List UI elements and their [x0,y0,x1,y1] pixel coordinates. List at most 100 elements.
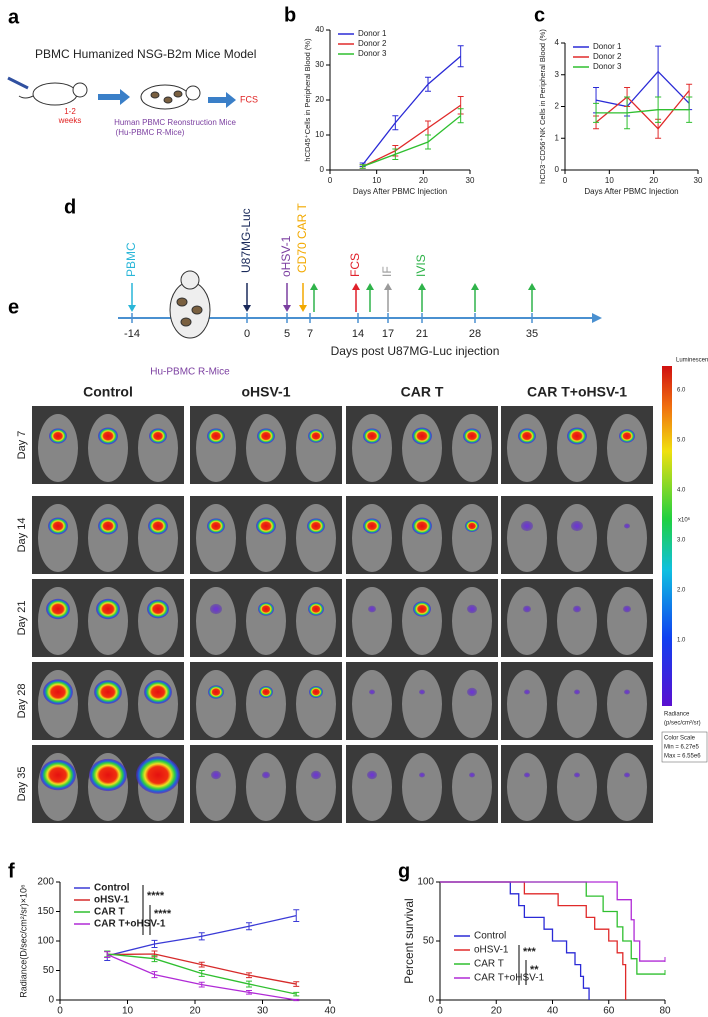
error-bar [293,909,300,923]
axes [329,30,470,171]
colorbar-unit: (p/sec/cm²/sr) [664,721,701,727]
x-axis-label: Days After PBMC Injection [584,187,678,196]
signal [148,517,168,535]
mouse-silhouette [452,670,492,738]
event-label: IF [380,266,394,277]
mouse-silhouette [507,587,547,655]
panel-label: b [284,4,296,26]
x-axis-label: Days After PBMC Injection [353,187,447,196]
signal [96,598,120,620]
timeline-tick-label: 5 [284,328,290,340]
mouse-silhouette [507,504,547,572]
error-bar [686,83,693,98]
error-bar [593,102,600,123]
error-bar [198,981,205,988]
signal [619,429,635,443]
signal [207,518,225,534]
signal [259,686,273,698]
mouse-silhouette [402,504,442,572]
row-label: Day 28 [16,684,28,719]
signal [571,520,583,532]
signal [574,772,580,778]
error-bar [246,980,252,988]
mouse-silhouette [296,670,336,738]
y-tick-label: 40 [315,25,324,34]
scale-text: Max = 6.55e6 [664,754,701,760]
error-bar [425,134,431,150]
y-tick-label: 1 [555,133,560,142]
mouse-silhouette [557,587,597,655]
x-tick-label: 0 [563,176,568,185]
event-label: oHSV-1 [279,235,293,277]
signal [43,679,73,705]
event-label: PBMC [124,242,138,277]
y-axis-label: Radiance(D/sec/cm²/sr)×10⁶ [18,884,28,998]
signal [469,772,475,778]
timeline-tick-label: 0 [244,328,250,340]
error-bar [151,955,158,963]
mouse-silhouette [88,587,128,655]
signal [46,598,70,620]
mouse-silhouette [296,504,336,572]
axis-label: Days post U87MG-Luc injection [331,344,500,358]
event-label: U87MG-Luc [239,208,253,273]
y-tick-label: 3 [555,70,560,79]
annotation: **** [154,908,172,920]
x-tick-label: 80 [659,1006,671,1017]
series-line [440,881,627,1000]
error-bar [198,961,205,968]
series-line [107,953,297,985]
error-bar [425,76,431,92]
signal [463,428,481,444]
mouse-silhouette [557,414,597,482]
arrow-head [352,283,360,290]
event-label: FCS [348,253,362,277]
mouse-silhouette [507,753,547,821]
mouse-silhouette [352,670,392,738]
mouse-silhouette [557,670,597,738]
signal [40,759,76,791]
x-tick-label: 0 [57,1006,63,1017]
x-tick-label: 20 [649,176,658,185]
series-line [362,115,462,168]
column-header: CAR T [401,384,444,400]
mouse-silhouette [246,504,286,572]
mouse-silhouette [452,504,492,572]
timeline-tick-label: 35 [526,328,538,340]
signal [574,689,580,695]
signal [208,685,224,699]
legend-label: Donor 3 [358,49,387,58]
event-label: IVIS [414,254,428,277]
colorbar-tick: 2.0 [677,588,686,594]
x-tick-label: 40 [324,1006,336,1017]
signal [412,517,432,535]
signal [467,687,477,697]
x-tick-label: 10 [122,1006,134,1017]
panel-label: f [8,860,15,882]
signal [413,601,431,617]
syringe [7,76,29,90]
legend-label: Donor 1 [358,29,387,38]
timeline-tick-label: 7 [307,328,313,340]
mouse-silhouette [557,504,597,572]
legend-label: Donor 3 [593,62,622,71]
readout: FCS [240,94,258,104]
x-tick-label: 60 [603,1006,615,1017]
legend-label: oHSV-1 [474,945,509,956]
signal [367,770,377,780]
signal [207,428,225,444]
mouse-label: Hu-PBMC R-Mice [150,367,230,378]
x-tick-label: 10 [605,176,614,185]
legend-label: Donor 1 [593,42,622,51]
signal [89,758,127,792]
y-tick-label: 4 [555,38,560,47]
x-tick-label: 20 [189,1006,201,1017]
legend-label: CAR T+oHSV-1 [94,919,166,930]
error-bar [655,45,662,98]
row-label: Day 21 [16,601,28,636]
annotation: *** [523,946,537,958]
timeline-tick-label: 21 [416,328,428,340]
mouse-silhouette [352,753,392,821]
error-bar [293,981,300,987]
scale-text: Min = 6.27e5 [664,745,700,751]
